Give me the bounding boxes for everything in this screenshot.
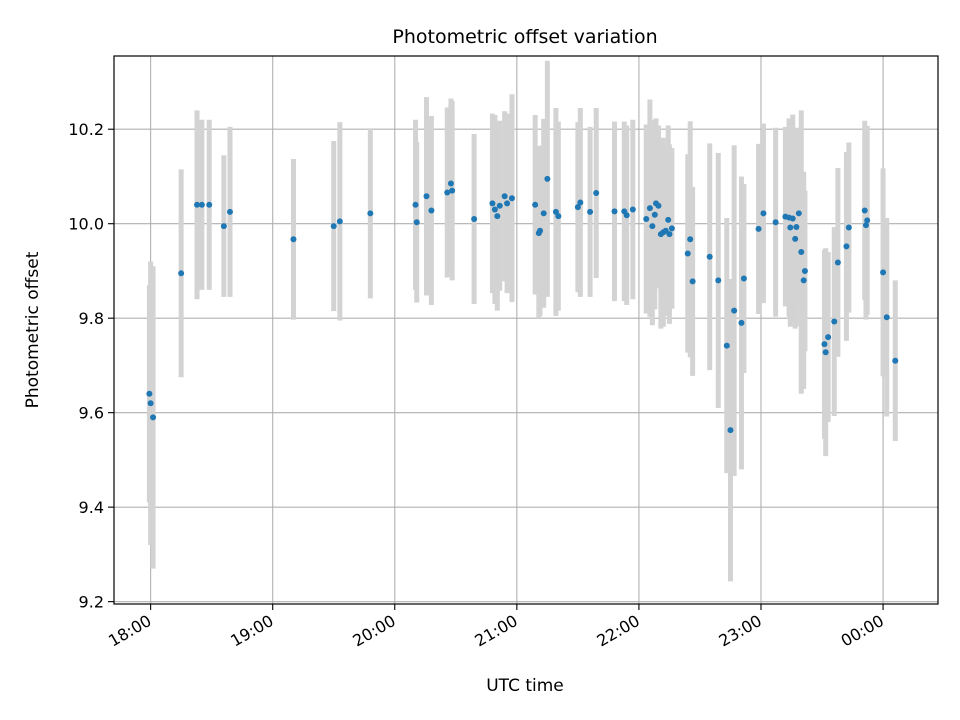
data-point [412,201,419,208]
data-point [629,206,636,213]
data-point [544,175,551,182]
data-point [646,205,653,212]
data-point [801,267,808,274]
data-point [330,223,337,230]
data-point [795,210,802,217]
data-point [206,201,213,208]
data-point [537,227,544,234]
data-point [668,225,675,232]
data-point [501,193,508,200]
data-point [532,201,539,208]
data-point [825,334,832,341]
data-point [198,201,205,208]
x-axis-label: UTC time [486,676,564,696]
data-point [864,217,871,224]
data-point [413,219,420,226]
data-point [508,195,515,202]
data-point [651,211,658,218]
data-point [793,224,800,231]
data-point [428,207,435,214]
data-point [574,204,581,211]
y-tick-label: 10.0 [68,215,104,234]
data-point [423,193,430,200]
data-point [146,390,153,397]
data-point [449,187,456,194]
data-point [178,270,185,277]
data-point [150,414,157,421]
data-point [655,202,662,209]
data-point [367,210,374,217]
data-point [800,277,807,284]
data-point [822,349,829,356]
data-point [706,253,713,260]
data-point [649,223,656,230]
data-point [147,400,154,407]
data-point [643,215,650,222]
data-point [194,201,201,208]
data-point [684,250,691,257]
y-tick-label: 10.2 [68,120,104,139]
data-point [447,180,454,187]
data-point [611,208,618,215]
data-point [496,202,503,209]
data-point [880,269,887,276]
data-point [834,259,841,266]
data-point [798,249,805,256]
data-point [845,224,852,231]
y-axis-label: Photometric offset [23,251,43,408]
data-point [555,213,562,220]
data-point [727,427,734,434]
data-point [772,219,779,226]
data-point [831,318,838,325]
data-point [687,236,694,243]
data-point [666,231,673,238]
data-point [471,215,478,222]
data-point [540,210,547,217]
plot-area-frame [113,55,939,605]
data-point [444,189,451,196]
y-tick-label: 9.6 [79,404,104,423]
data-point [789,215,796,222]
data-point [787,224,794,231]
data-point [665,216,672,223]
data-point [731,307,738,314]
data-point [792,235,799,242]
data-point [336,218,343,225]
data-point [755,225,762,232]
data-point [892,357,899,364]
data-point [577,199,584,206]
data-point [821,341,828,348]
data-point [883,314,890,321]
chart-title: Photometric offset variation [392,26,657,48]
data-point [760,210,767,217]
data-point [861,207,868,214]
data-point [226,208,233,215]
data-point [862,222,869,229]
data-point [220,223,227,230]
data-point [593,190,600,196]
data-point [494,213,501,220]
data-point [623,212,630,219]
data-point [504,200,511,207]
data-point [723,342,730,349]
data-point [843,243,850,250]
y-tick-label: 9.2 [79,593,104,612]
data-point [689,278,696,285]
data-point [290,236,297,243]
y-tick-label: 9.8 [79,309,104,328]
point-layer [146,175,899,434]
data-point [740,275,747,282]
data-point [738,319,745,326]
y-tick-label: 9.4 [79,498,104,517]
data-point [715,277,722,284]
data-point [491,206,498,213]
data-point [587,208,594,215]
data-point [489,200,496,207]
